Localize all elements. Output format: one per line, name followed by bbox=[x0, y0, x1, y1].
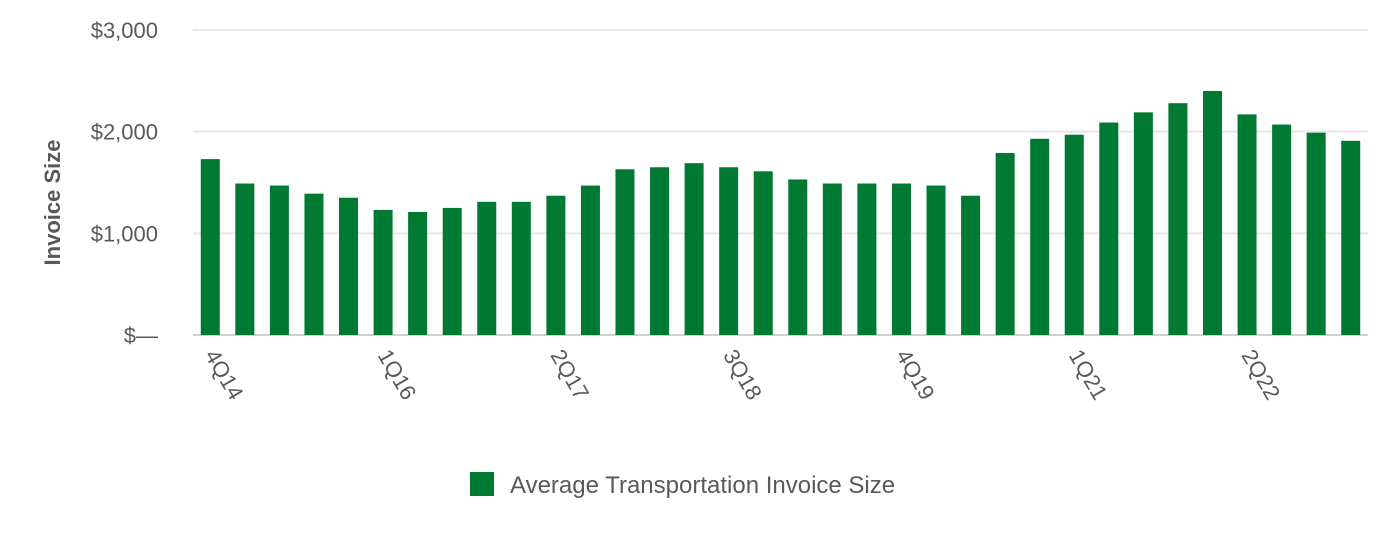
legend[interactable]: Average Transportation Invoice Size bbox=[470, 472, 895, 499]
bar-1Q16[interactable] bbox=[373, 209, 393, 335]
bar-4Q22[interactable] bbox=[1306, 132, 1326, 335]
bar-2Q20[interactable] bbox=[961, 195, 981, 335]
y-tick-label: $— bbox=[124, 323, 158, 348]
bar-1Q22[interactable] bbox=[1202, 91, 1222, 335]
bar-2Q21[interactable] bbox=[1099, 122, 1119, 336]
bar-1Q19[interactable] bbox=[788, 179, 808, 335]
y-axis: $— $1,000 $2,000 $3,000 bbox=[91, 18, 158, 348]
bar-2Q16[interactable] bbox=[408, 211, 428, 335]
bar-2Q17[interactable] bbox=[546, 195, 566, 335]
bar-4Q17[interactable] bbox=[615, 169, 635, 335]
x-tick-label: 1Q21 bbox=[1064, 345, 1113, 404]
bar-4Q21[interactable] bbox=[1168, 103, 1188, 335]
x-tick-label: 4Q19 bbox=[891, 345, 940, 404]
bar-2Q15[interactable] bbox=[269, 185, 289, 335]
y-axis-title: Invoice Size bbox=[40, 140, 65, 266]
bar-1Q23[interactable] bbox=[1341, 140, 1361, 335]
bar-1Q21[interactable] bbox=[1064, 134, 1084, 335]
y-tick-label: $3,000 bbox=[91, 18, 158, 43]
bar-3Q20[interactable] bbox=[995, 153, 1015, 335]
bar-3Q17[interactable] bbox=[580, 185, 600, 335]
bar-2Q19[interactable] bbox=[822, 183, 842, 335]
bar-4Q19[interactable] bbox=[891, 183, 911, 335]
bar-2Q18[interactable] bbox=[684, 163, 704, 335]
bar-1Q17[interactable] bbox=[511, 201, 531, 335]
bar-3Q19[interactable] bbox=[857, 183, 877, 335]
bar-4Q18[interactable] bbox=[753, 171, 773, 335]
bar-3Q21[interactable] bbox=[1133, 112, 1153, 335]
x-tick-label: 1Q16 bbox=[373, 345, 422, 404]
y-tick-label: $2,000 bbox=[91, 120, 158, 145]
legend-label: Average Transportation Invoice Size bbox=[510, 472, 895, 499]
bar-3Q16[interactable] bbox=[442, 207, 462, 335]
bar-4Q14[interactable] bbox=[200, 159, 220, 335]
x-tick-label: 2Q17 bbox=[546, 345, 595, 404]
x-axis: 4Q14 1Q16 2Q17 3Q18 4Q19 1Q21 2Q22 bbox=[200, 345, 1285, 404]
x-tick-label: 3Q18 bbox=[718, 345, 767, 404]
bar-2Q22[interactable] bbox=[1237, 114, 1257, 335]
gridlines bbox=[193, 29, 1368, 336]
bar-1Q20[interactable] bbox=[926, 185, 946, 335]
bar-4Q20[interactable] bbox=[1030, 138, 1050, 335]
bar-4Q16[interactable] bbox=[477, 201, 497, 335]
bar-3Q18[interactable] bbox=[719, 167, 739, 335]
bar-1Q15[interactable] bbox=[235, 183, 255, 335]
bar-3Q15[interactable] bbox=[304, 193, 324, 335]
bar-4Q15[interactable] bbox=[339, 197, 359, 335]
bar-series bbox=[200, 91, 1361, 336]
y-tick-label: $1,000 bbox=[91, 221, 158, 246]
legend-swatch bbox=[470, 472, 494, 496]
x-tick-label: 4Q14 bbox=[200, 345, 249, 404]
bar-1Q18[interactable] bbox=[650, 167, 670, 335]
x-tick-label: 2Q22 bbox=[1237, 345, 1286, 404]
bar-3Q22[interactable] bbox=[1272, 124, 1292, 335]
